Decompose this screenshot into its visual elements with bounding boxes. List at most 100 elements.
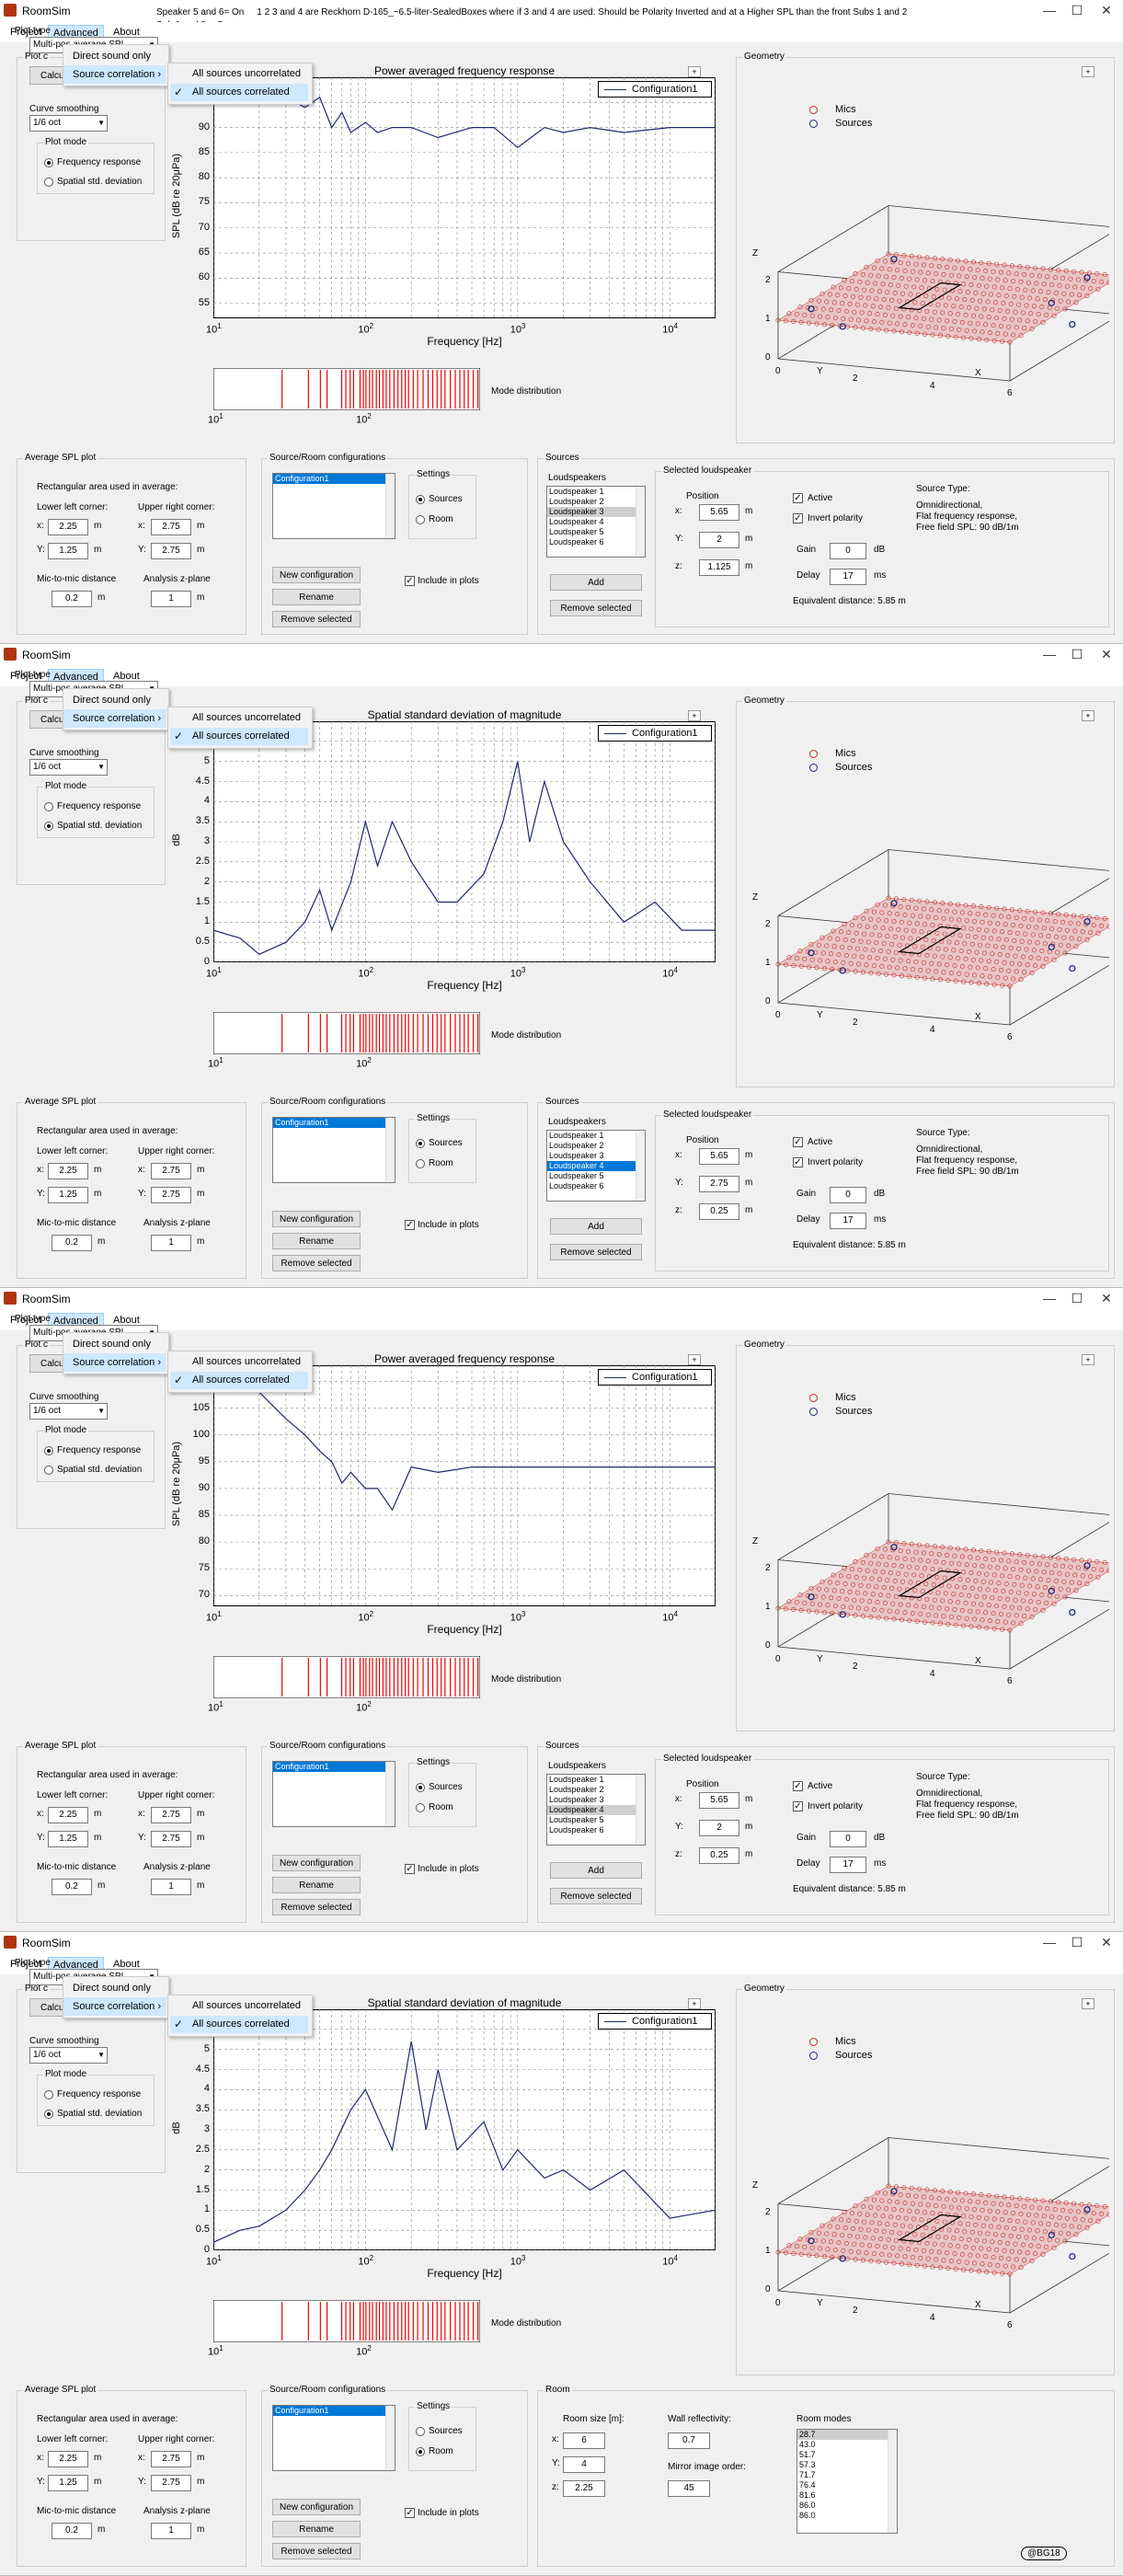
geometry-expand-button[interactable]: + bbox=[1082, 66, 1094, 77]
lower-left-x-input[interactable]: 2.25 bbox=[48, 2451, 88, 2467]
speaker-z-input[interactable]: 0.25 bbox=[699, 1847, 739, 1864]
sources-radio[interactable] bbox=[416, 2427, 425, 2436]
config-listbox[interactable]: Configuration1 bbox=[272, 1117, 395, 1183]
lower-left-y-input[interactable]: 1.25 bbox=[48, 543, 88, 559]
room-radio[interactable] bbox=[416, 2447, 425, 2456]
gain-input[interactable]: 0 bbox=[830, 543, 866, 559]
spatial-std-radio[interactable] bbox=[44, 178, 53, 187]
add-loudspeaker-button[interactable]: Add bbox=[550, 1862, 642, 1879]
sources-radio[interactable] bbox=[416, 1139, 425, 1148]
config-listbox[interactable]: Configuration1 bbox=[272, 1761, 395, 1827]
loudspeaker-list-item[interactable]: Loudspeaker 5 bbox=[547, 1815, 645, 1825]
menu-all-uncorrelated[interactable]: All sources uncorrelated bbox=[170, 65, 308, 83]
menu-source-correlation[interactable]: Source correlation› bbox=[63, 1353, 166, 1372]
menu-all-uncorrelated[interactable]: All sources uncorrelated bbox=[170, 1353, 308, 1371]
room-modes-scrollbar[interactable] bbox=[888, 2430, 897, 2533]
room-modes-listbox[interactable]: 28.743.051.757.371.776.481.686.086.0 bbox=[796, 2429, 898, 2534]
upper-right-x-input[interactable]: 2.75 bbox=[151, 1163, 191, 1179]
config-scrollbar[interactable] bbox=[385, 1118, 395, 1182]
upper-right-x-input[interactable]: 2.75 bbox=[151, 1807, 191, 1823]
loudspeaker-list-item[interactable]: Loudspeaker 4 bbox=[547, 1805, 645, 1815]
remove-config-button[interactable]: Remove selected bbox=[272, 2543, 361, 2559]
speaker-y-input[interactable]: 2 bbox=[699, 532, 739, 548]
config-list-item[interactable]: Configuration1 bbox=[273, 2406, 395, 2416]
rename-config-button[interactable]: Rename bbox=[272, 1233, 361, 1249]
lower-left-x-input[interactable]: 2.25 bbox=[48, 519, 88, 535]
z-plane-input[interactable]: 1 bbox=[151, 1235, 191, 1251]
include-checkbox[interactable]: ✓ bbox=[405, 2508, 415, 2518]
loudspeaker-list-item[interactable]: Loudspeaker 2 bbox=[547, 497, 645, 507]
loudspeaker-list-item[interactable]: Loudspeaker 1 bbox=[547, 1131, 645, 1141]
loudspeaker-list-item[interactable]: Loudspeaker 4 bbox=[547, 1161, 645, 1171]
z-plane-input[interactable]: 1 bbox=[151, 2523, 191, 2539]
menu-all-uncorrelated[interactable]: All sources uncorrelated bbox=[170, 1997, 308, 2015]
close-button[interactable]: ✕ bbox=[1096, 2, 1117, 18]
loudspeaker-listbox[interactable]: Loudspeaker 1Loudspeaker 2Loudspeaker 3L… bbox=[546, 1130, 646, 1202]
loudspeaker-list-item[interactable]: Loudspeaker 6 bbox=[547, 537, 645, 547]
minimize-button[interactable]: — bbox=[1039, 2, 1060, 18]
room-mode-item[interactable]: 76.4 bbox=[797, 2480, 897, 2490]
sources-radio[interactable] bbox=[416, 1783, 425, 1792]
speaker-y-input[interactable]: 2.75 bbox=[699, 1176, 739, 1192]
maximize-button[interactable]: ☐ bbox=[1067, 1290, 1087, 1306]
active-checkbox[interactable]: ✓ bbox=[793, 1137, 803, 1147]
room-size-x-input[interactable]: 6 bbox=[563, 2432, 605, 2449]
mic-distance-input[interactable]: 0.2 bbox=[52, 2523, 92, 2539]
menu-direct-sound-only[interactable]: Direct sound only bbox=[63, 1979, 166, 1997]
geometry-expand-button[interactable]: + bbox=[1082, 1998, 1094, 2009]
z-plane-input[interactable]: 1 bbox=[151, 1879, 191, 1895]
mic-distance-input[interactable]: 0.2 bbox=[52, 591, 92, 607]
z-plane-input[interactable]: 1 bbox=[151, 591, 191, 607]
room-mode-item[interactable]: 71.7 bbox=[797, 2470, 897, 2480]
menu-source-correlation[interactable]: Source correlation› bbox=[63, 709, 166, 728]
sources-radio[interactable] bbox=[416, 495, 425, 504]
menu-direct-sound-only[interactable]: Direct sound only bbox=[63, 1335, 166, 1353]
delay-input[interactable]: 17 bbox=[830, 569, 866, 585]
spatial-std-radio[interactable] bbox=[44, 822, 53, 831]
mic-distance-input[interactable]: 0.2 bbox=[52, 1235, 92, 1251]
lower-left-y-input[interactable]: 1.25 bbox=[48, 1187, 88, 1203]
speaker-x-input[interactable]: 5.65 bbox=[699, 1792, 739, 1809]
remove-loudspeaker-button[interactable]: Remove selected bbox=[550, 600, 642, 616]
close-button[interactable]: ✕ bbox=[1096, 1290, 1117, 1306]
new-config-button[interactable]: New configuration bbox=[272, 1211, 361, 1227]
room-mode-item[interactable]: 57.3 bbox=[797, 2460, 897, 2470]
maximize-button[interactable]: ☐ bbox=[1067, 2, 1087, 18]
include-checkbox[interactable]: ✓ bbox=[405, 1220, 415, 1230]
config-list-item[interactable]: Configuration1 bbox=[273, 1118, 395, 1128]
plot-expand-button[interactable]: + bbox=[688, 1354, 701, 1365]
new-config-button[interactable]: New configuration bbox=[272, 2499, 361, 2515]
speaker-z-input[interactable]: 1.125 bbox=[699, 559, 739, 576]
mic-distance-input[interactable]: 0.2 bbox=[52, 1879, 92, 1895]
spatial-std-radio[interactable] bbox=[44, 1466, 53, 1475]
loudspeaker-list-item[interactable]: Loudspeaker 6 bbox=[547, 1825, 645, 1835]
active-checkbox[interactable]: ✓ bbox=[793, 493, 803, 503]
include-checkbox[interactable]: ✓ bbox=[405, 576, 415, 586]
loudspeaker-list-item[interactable]: Loudspeaker 5 bbox=[547, 1171, 645, 1181]
maximize-button[interactable]: ☐ bbox=[1067, 646, 1087, 662]
invert-polarity-checkbox[interactable]: ✓ bbox=[793, 513, 803, 523]
speaker-x-input[interactable]: 5.65 bbox=[699, 1148, 739, 1165]
room-size-y-input[interactable]: 4 bbox=[563, 2456, 605, 2473]
minimize-button[interactable]: — bbox=[1039, 1934, 1060, 1950]
invert-polarity-checkbox[interactable]: ✓ bbox=[793, 1801, 803, 1811]
speaker-x-input[interactable]: 5.65 bbox=[699, 504, 739, 521]
remove-loudspeaker-button[interactable]: Remove selected bbox=[550, 1244, 642, 1260]
room-radio[interactable] bbox=[416, 515, 425, 524]
upper-right-x-input[interactable]: 2.75 bbox=[151, 2451, 191, 2467]
rename-config-button[interactable]: Rename bbox=[272, 589, 361, 605]
menu-all-correlated[interactable]: ✓All sources correlated bbox=[170, 2016, 308, 2033]
config-listbox[interactable]: Configuration1 bbox=[272, 2405, 395, 2471]
include-checkbox[interactable]: ✓ bbox=[405, 1864, 415, 1874]
frequency-response-radio[interactable] bbox=[44, 802, 53, 811]
curve-smoothing-select[interactable]: 1/6 oct▼ bbox=[29, 759, 108, 776]
delay-input[interactable]: 17 bbox=[830, 1857, 866, 1873]
upper-right-x-input[interactable]: 2.75 bbox=[151, 519, 191, 535]
menu-all-correlated[interactable]: ✓All sources correlated bbox=[170, 84, 308, 101]
add-loudspeaker-button[interactable]: Add bbox=[550, 574, 642, 591]
menu-direct-sound-only[interactable]: Direct sound only bbox=[63, 47, 166, 65]
loudspeaker-listbox[interactable]: Loudspeaker 1Loudspeaker 2Loudspeaker 3L… bbox=[546, 1774, 646, 1846]
loudspeaker-scrollbar[interactable] bbox=[636, 487, 645, 557]
config-scrollbar[interactable] bbox=[385, 1762, 395, 1826]
mirror-order-input[interactable]: 45 bbox=[668, 2480, 710, 2497]
